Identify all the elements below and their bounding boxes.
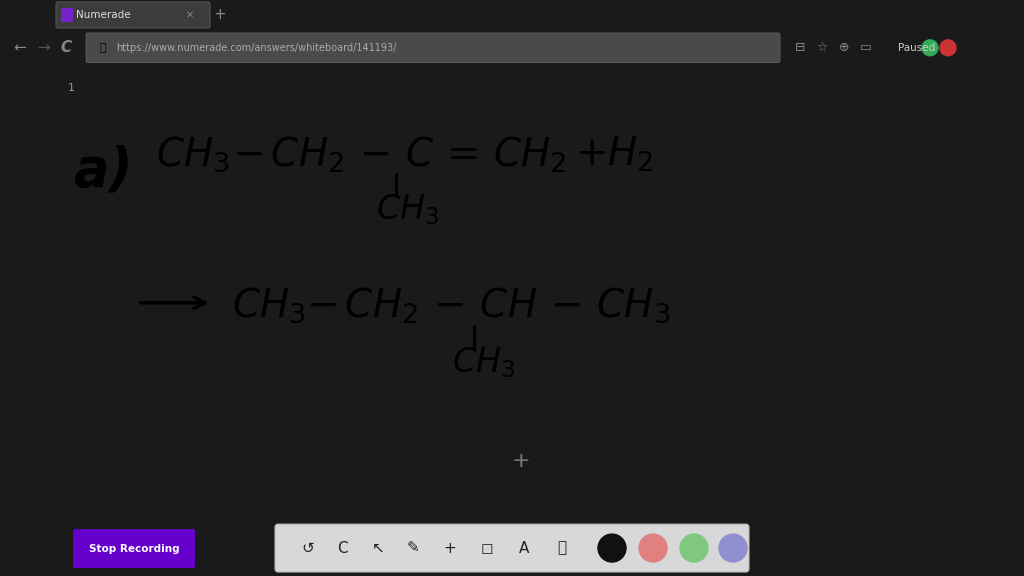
Text: +: + bbox=[511, 451, 530, 471]
Circle shape bbox=[639, 534, 667, 562]
Text: ☆: ☆ bbox=[816, 41, 827, 54]
FancyBboxPatch shape bbox=[275, 524, 749, 572]
Circle shape bbox=[598, 534, 626, 562]
Text: ←: ← bbox=[13, 40, 27, 55]
FancyBboxPatch shape bbox=[56, 2, 210, 28]
Text: $\mathit{CH_3}$: $\mathit{CH_3}$ bbox=[157, 135, 229, 175]
Text: a): a) bbox=[74, 145, 133, 196]
Text: C: C bbox=[337, 540, 347, 556]
Text: ⊟: ⊟ bbox=[795, 41, 805, 54]
Circle shape bbox=[719, 534, 746, 562]
Text: ✎: ✎ bbox=[407, 540, 420, 556]
Text: 🔒: 🔒 bbox=[100, 43, 106, 53]
Circle shape bbox=[680, 534, 708, 562]
Text: $\mathit{-\,CH_2\,-\,C\,=\,CH_2}$: $\mathit{-\,CH_2\,-\,C\,=\,CH_2}$ bbox=[231, 135, 566, 175]
Text: 1: 1 bbox=[68, 84, 75, 93]
Text: A: A bbox=[519, 540, 529, 556]
Text: ✕: ✕ bbox=[186, 10, 195, 20]
Text: $\mathit{-\,CH_2\,-\,CH\,-\,CH_3}$: $\mathit{-\,CH_2\,-\,CH\,-\,CH_3}$ bbox=[305, 285, 670, 325]
Text: +: + bbox=[443, 540, 457, 556]
FancyBboxPatch shape bbox=[86, 33, 780, 63]
Text: $\mathit{CH_3}$: $\mathit{CH_3}$ bbox=[452, 345, 515, 380]
Text: ◻: ◻ bbox=[480, 540, 494, 556]
Circle shape bbox=[922, 40, 938, 56]
Text: Stop Recording: Stop Recording bbox=[89, 544, 179, 554]
Text: $\mathit{CH_3}$: $\mathit{CH_3}$ bbox=[231, 285, 305, 325]
Text: https://www.numerade.com/answers/whiteboard/141193/: https://www.numerade.com/answers/whitebo… bbox=[116, 43, 396, 53]
FancyBboxPatch shape bbox=[61, 8, 73, 22]
Text: ↖: ↖ bbox=[372, 540, 384, 556]
Text: ⊕: ⊕ bbox=[839, 41, 849, 54]
Text: 🖼: 🖼 bbox=[557, 540, 566, 556]
Text: C: C bbox=[60, 40, 72, 55]
Text: ↺: ↺ bbox=[302, 540, 314, 556]
Circle shape bbox=[940, 40, 956, 56]
FancyBboxPatch shape bbox=[73, 529, 195, 568]
Text: $\mathit{+H_2}$: $\mathit{+H_2}$ bbox=[574, 135, 653, 174]
Text: $\mathit{CH_3}$: $\mathit{CH_3}$ bbox=[376, 192, 439, 227]
Text: +: + bbox=[214, 7, 226, 22]
Text: ▭: ▭ bbox=[860, 41, 871, 54]
Text: →: → bbox=[37, 40, 49, 55]
Text: Numerade: Numerade bbox=[76, 10, 131, 20]
Text: Paused: Paused bbox=[898, 43, 935, 53]
